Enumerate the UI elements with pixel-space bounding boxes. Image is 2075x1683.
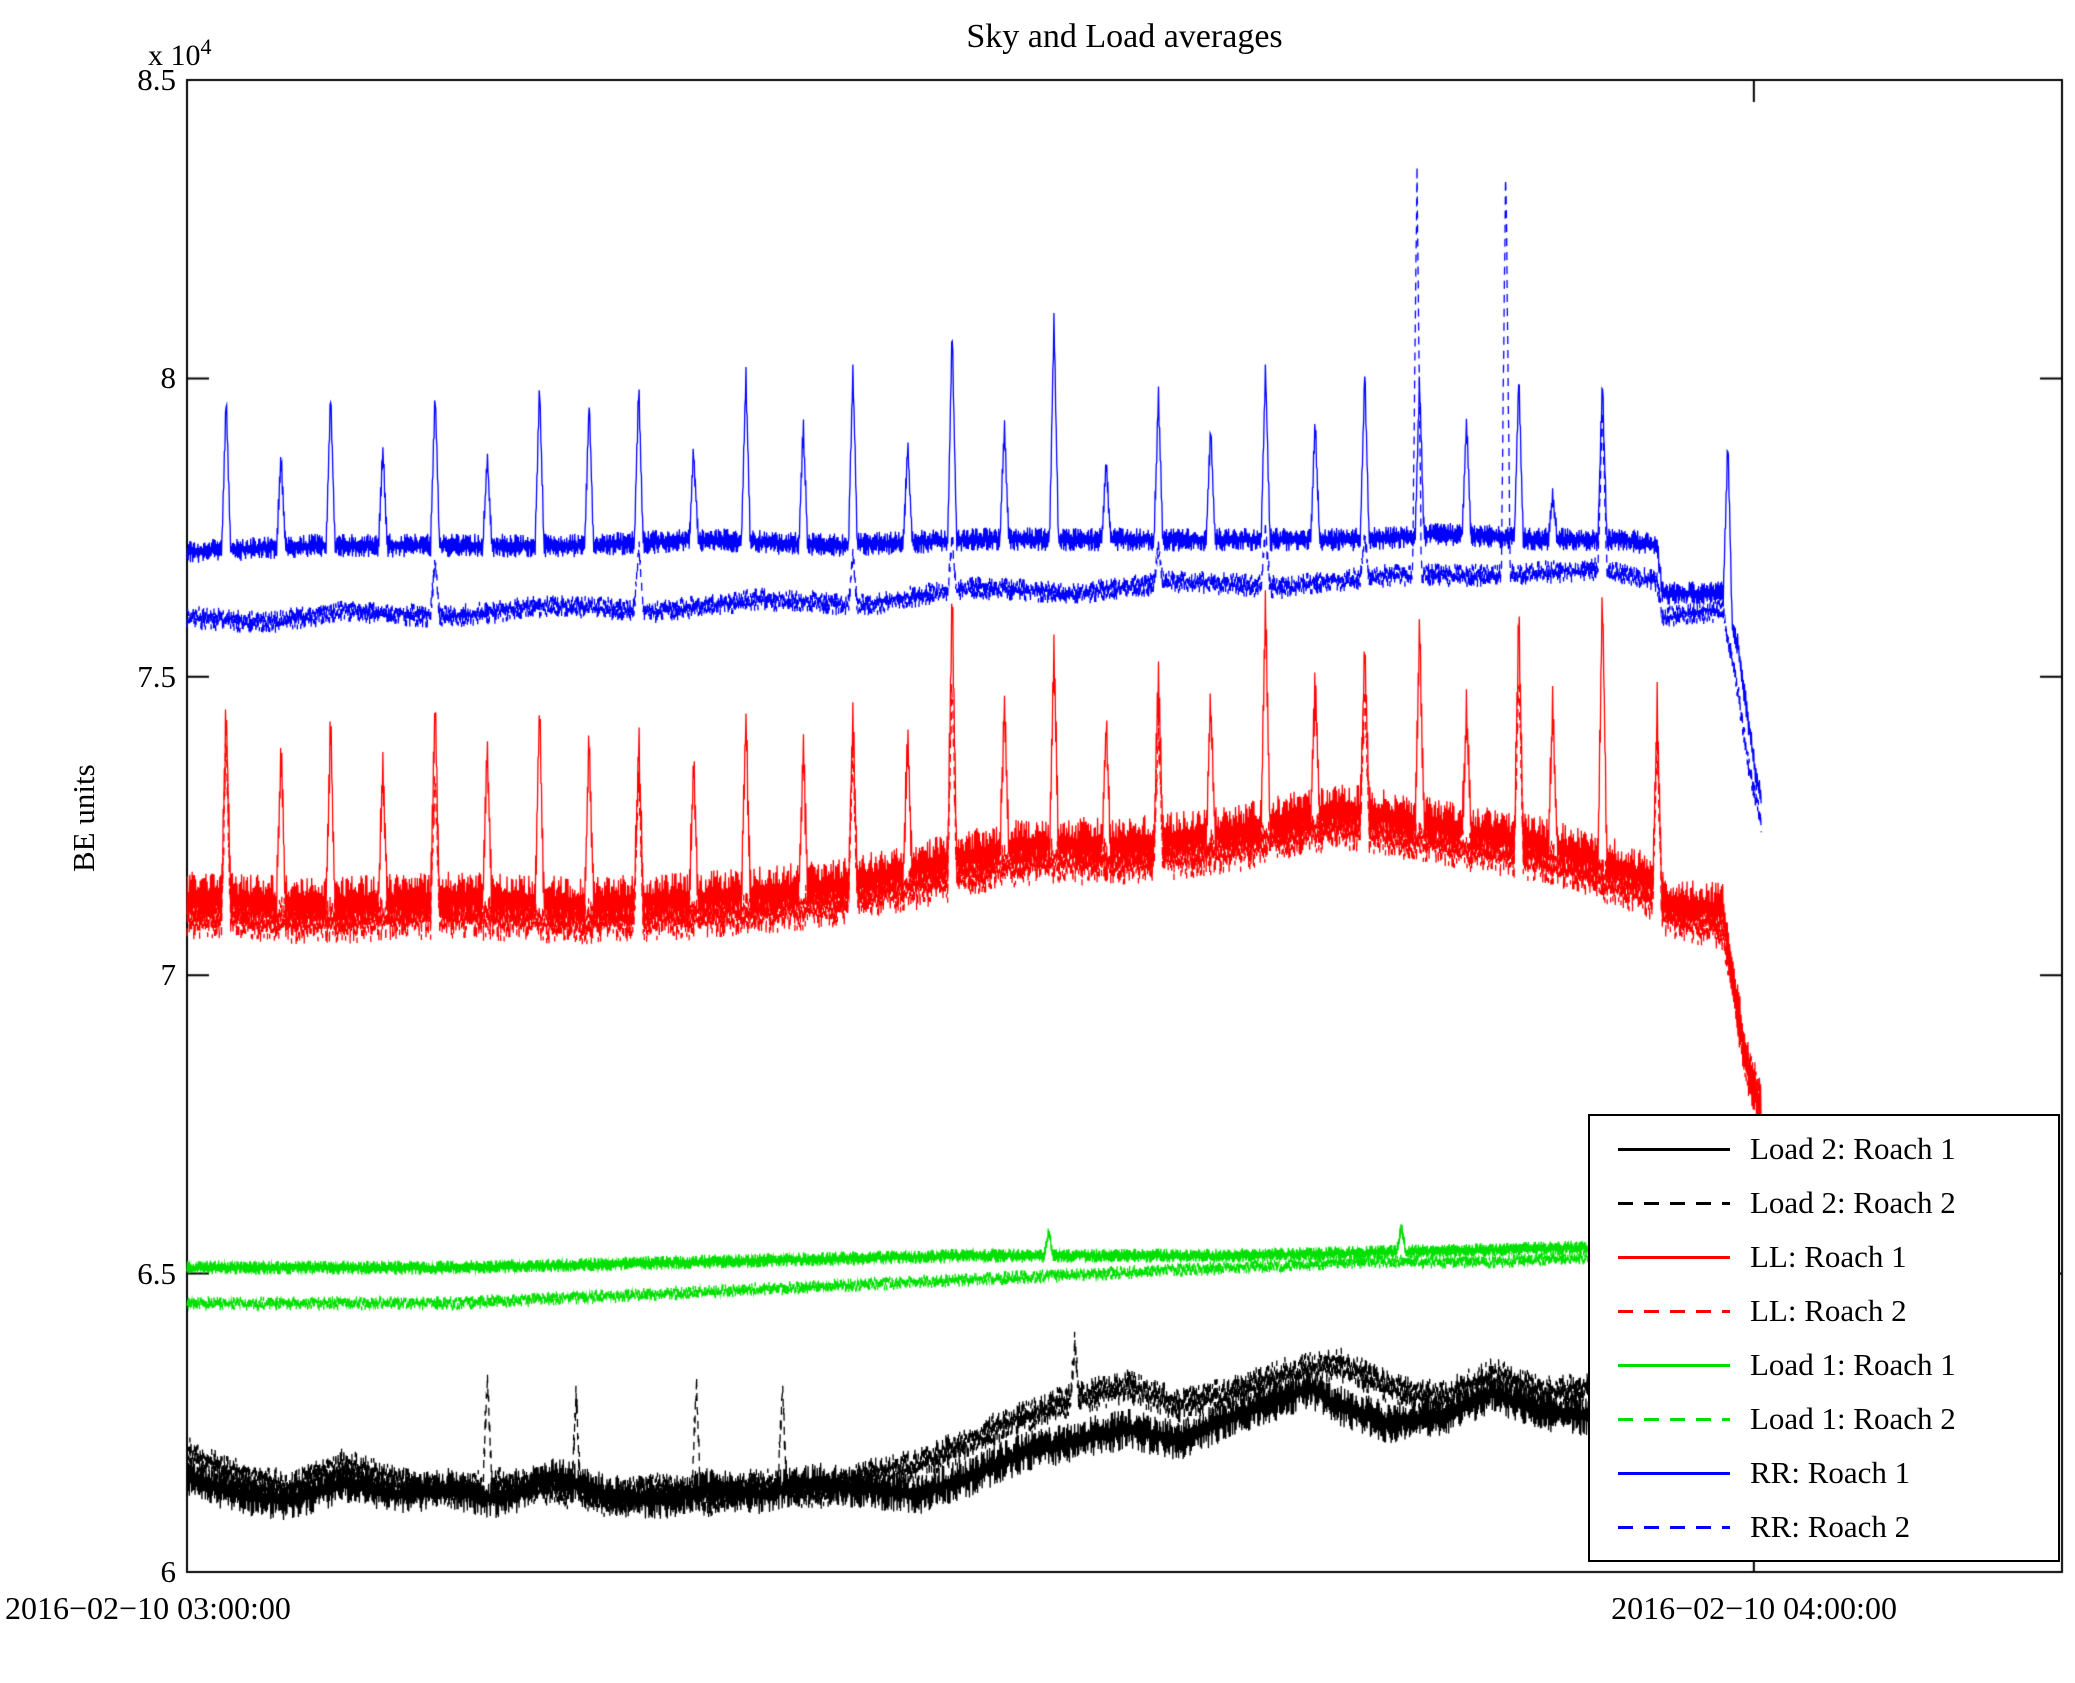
y-tick-label-8-5: 8.5 xyxy=(137,62,176,97)
legend-entry: RR: Roach 2 xyxy=(1590,1500,2058,1554)
legend-entry-label: RR: Roach 1 xyxy=(1750,1455,1911,1490)
x-tick-label-start: 2016−02−10 03:00:00 xyxy=(5,1590,291,1626)
legend-entry-label: LL: Roach 1 xyxy=(1750,1239,1907,1274)
x-tick-label-end: 2016−02−10 04:00:00 xyxy=(1611,1590,1897,1626)
y-tick-label-7-5: 7.5 xyxy=(137,659,176,694)
legend-entry-label: Load 2: Roach 1 xyxy=(1750,1131,1956,1166)
legend-line-sample xyxy=(1618,1309,1730,1313)
legend-line-sample xyxy=(1618,1525,1730,1529)
legend: Load 2: Roach 1 Load 2: Roach 2 LL: Roac… xyxy=(1588,1114,2060,1562)
y-multiplier-text: x 10 xyxy=(148,39,201,72)
legend-entry-label: Load 2: Roach 2 xyxy=(1750,1185,1956,1220)
legend-line-sample xyxy=(1618,1363,1730,1367)
legend-line-sample xyxy=(1618,1201,1730,1205)
legend-entry-label: LL: Roach 2 xyxy=(1750,1293,1907,1328)
y-tick-label-6: 6 xyxy=(160,1554,177,1589)
legend-line-sample xyxy=(1618,1417,1730,1421)
legend-entry-label: Load 1: Roach 1 xyxy=(1750,1347,1956,1382)
y-tick-label-8: 8 xyxy=(160,360,177,395)
legend-line-sample xyxy=(1618,1471,1730,1475)
legend-entry: LL: Roach 1 xyxy=(1590,1230,2058,1284)
legend-entry: Load 1: Roach 1 xyxy=(1590,1338,2058,1392)
legend-line-sample xyxy=(1618,1255,1730,1259)
y-axis-multiplier: x 104 xyxy=(148,34,212,73)
y-multiplier-exponent: 4 xyxy=(200,34,212,59)
y-tick-label-7: 7 xyxy=(160,957,177,992)
y-tick-label-6-5: 6.5 xyxy=(137,1256,176,1291)
legend-line-sample xyxy=(1618,1147,1730,1151)
chart-title: Sky and Load averages xyxy=(966,18,1283,55)
legend-entry: RR: Roach 1 xyxy=(1590,1446,2058,1500)
legend-entry: Load 1: Roach 2 xyxy=(1590,1392,2058,1446)
legend-entry-label: Load 1: Roach 2 xyxy=(1750,1401,1956,1436)
legend-entry: Load 2: Roach 2 xyxy=(1590,1176,2058,1230)
legend-entry: Load 2: Roach 1 xyxy=(1590,1122,2058,1176)
legend-entry-label: RR: Roach 2 xyxy=(1750,1509,1911,1544)
y-axis-label: BE units xyxy=(66,764,101,872)
legend-entry: LL: Roach 2 xyxy=(1590,1284,2058,1338)
